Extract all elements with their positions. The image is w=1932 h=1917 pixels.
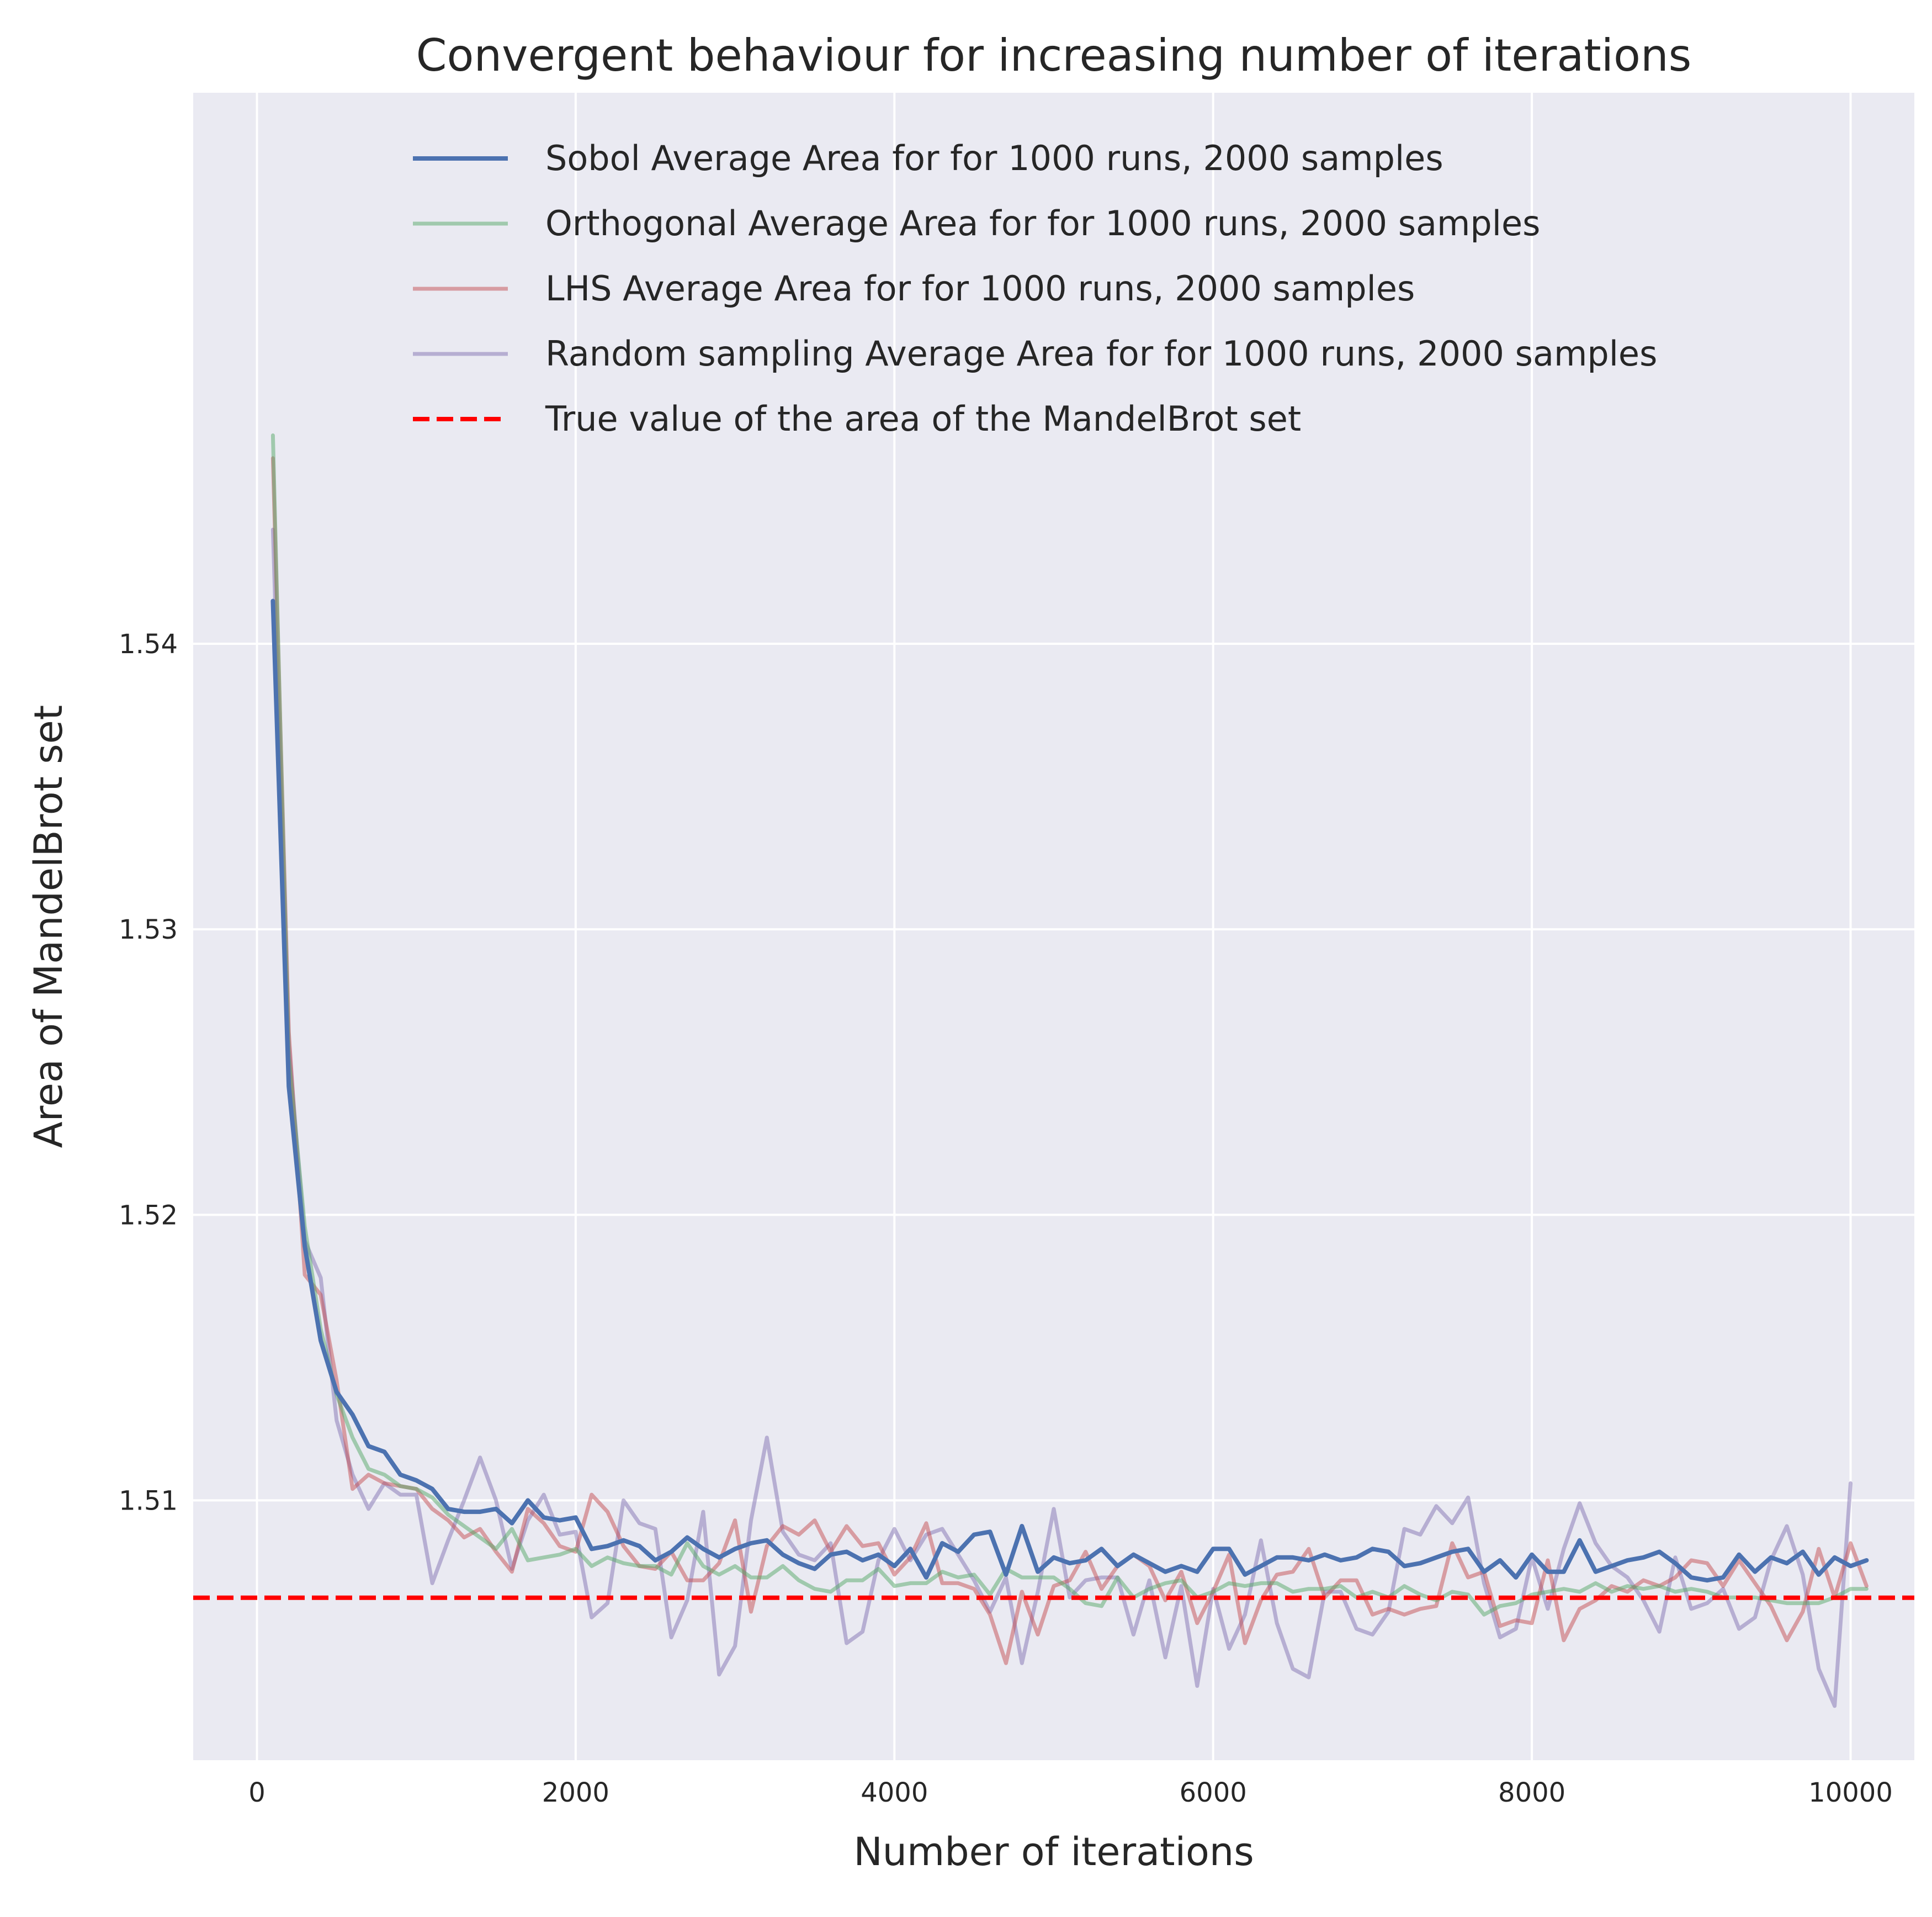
legend: Sobol Average Area for for 1000 runs, 20… bbox=[413, 138, 1657, 439]
legend-label: True value of the area of the MandelBrot… bbox=[545, 399, 1301, 439]
x-axis-label: Number of iterations bbox=[853, 1829, 1254, 1874]
series-layer bbox=[193, 433, 1914, 1708]
y-tick-label: 1.52 bbox=[119, 1200, 178, 1231]
x-tick-label: 0 bbox=[248, 1777, 266, 1808]
grid bbox=[193, 93, 1914, 1760]
y-tick-label: 1.51 bbox=[119, 1485, 178, 1516]
x-tick-label: 6000 bbox=[1180, 1777, 1247, 1808]
x-tick-label: 2000 bbox=[542, 1777, 609, 1808]
y-axis-label: Area of MandelBrot set bbox=[26, 705, 71, 1148]
series-line-1 bbox=[270, 599, 1869, 1583]
y-tick-label: 1.54 bbox=[119, 629, 178, 660]
x-tick-label: 8000 bbox=[1498, 1777, 1565, 1808]
y-tick-label: 1.53 bbox=[119, 914, 178, 945]
x-tick-label: 10000 bbox=[1808, 1777, 1893, 1808]
legend-label: Orthogonal Average Area for for 1000 run… bbox=[545, 203, 1540, 243]
chart-title: Convergent behaviour for increasing numb… bbox=[416, 30, 1692, 81]
legend-label: Random sampling Average Area for for 100… bbox=[545, 333, 1657, 374]
plot-area bbox=[193, 93, 1914, 1760]
x-tick-label: 4000 bbox=[861, 1777, 928, 1808]
tick-labels: 0 2000 4000 6000 8000 10000 1.51 1.52 1.53 1.54 bbox=[119, 629, 1893, 1808]
series-line-2 bbox=[270, 433, 1869, 1617]
legend-label: Sobol Average Area for for 1000 runs, 20… bbox=[545, 138, 1443, 178]
legend-label: LHS Average Area for for 1000 runs, 2000… bbox=[545, 268, 1415, 309]
